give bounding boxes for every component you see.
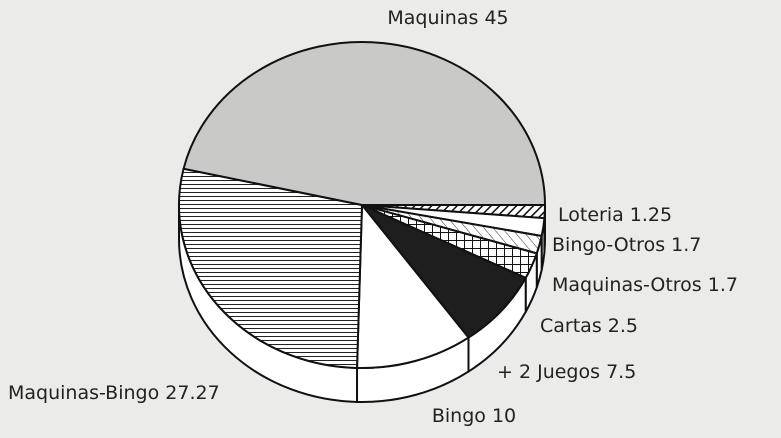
slice-value: 2.5	[608, 315, 638, 337]
slice-value: 27.27	[165, 382, 219, 404]
slice-name: Maquinas-Bingo	[8, 382, 159, 404]
slice-label: Maquinas 45	[387, 7, 508, 29]
pie-sides	[178, 204, 546, 403]
slice-label: Maquinas-Otros 1.7	[552, 274, 738, 296]
slice-value: 7.5	[606, 361, 636, 383]
slice-label: + 2 Juegos 7.5	[497, 361, 636, 383]
slice-label: Bingo-Otros 1.7	[552, 234, 701, 256]
slice-label: Bingo 10	[432, 405, 516, 427]
slice-value: 1.7	[671, 234, 701, 256]
pie-slice	[178, 167, 363, 369]
slice-name: Loteria	[558, 204, 624, 226]
slice-name: + 2 Juegos	[497, 361, 600, 383]
slice-name: Bingo	[432, 405, 486, 427]
slice-name: Maquinas-Otros	[552, 274, 702, 296]
slice-label: Maquinas-Bingo 27.27	[8, 382, 220, 404]
slice-value: 45	[484, 7, 508, 29]
slice-label: Cartas 2.5	[540, 315, 638, 337]
pie-slices	[178, 40, 546, 369]
pie-slice	[182, 40, 546, 206]
slice-label: Loteria 1.25	[558, 204, 672, 226]
slice-name: Cartas	[540, 315, 602, 337]
slice-name: Bingo-Otros	[552, 234, 665, 256]
slice-value: 1.7	[708, 274, 738, 296]
slice-name: Maquinas	[387, 7, 478, 29]
slice-value: 1.25	[630, 204, 672, 226]
pie-slice	[356, 204, 470, 369]
slice-value: 10	[492, 405, 516, 427]
